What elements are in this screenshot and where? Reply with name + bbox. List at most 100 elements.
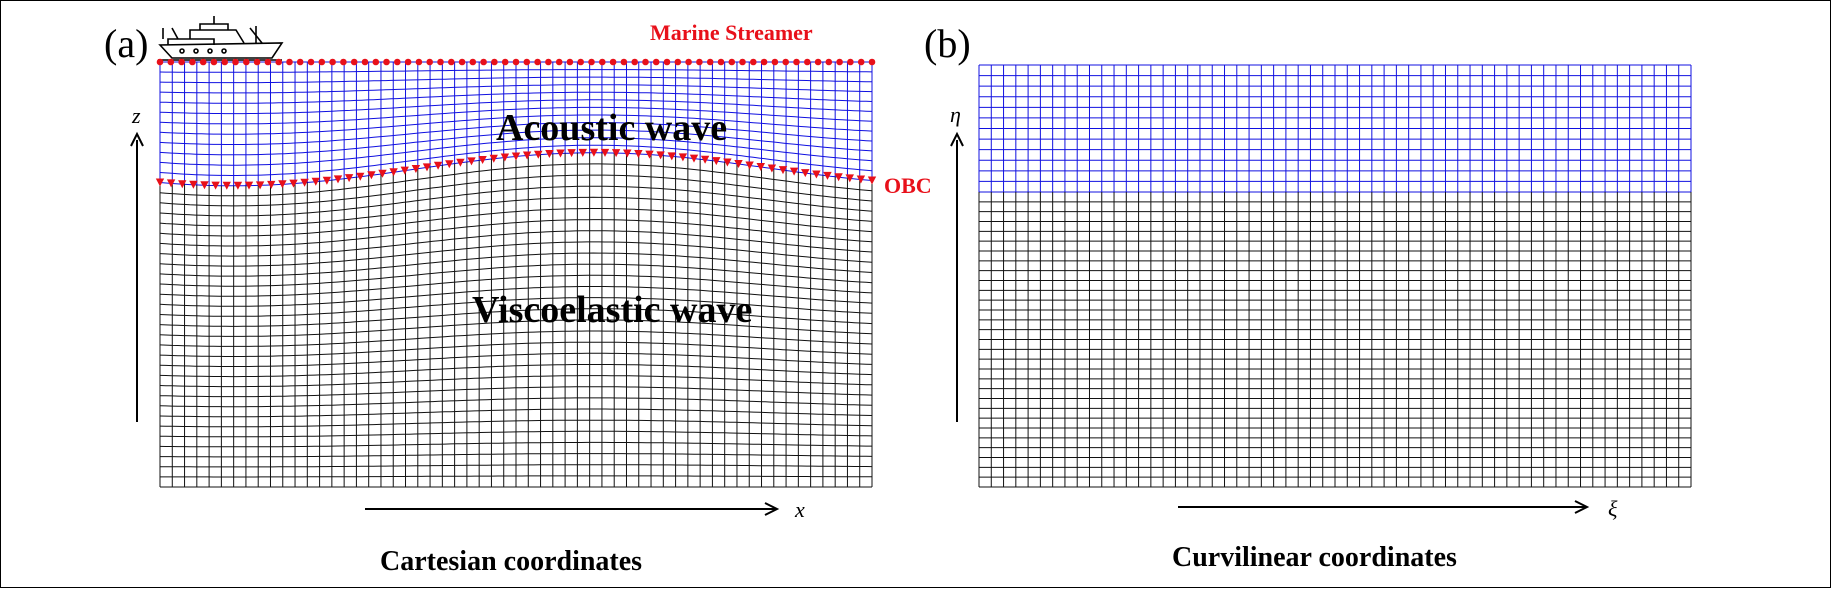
streamer-receiver-icon bbox=[286, 58, 293, 66]
streamer-receiver-icon bbox=[340, 58, 347, 66]
streamer-receiver-icon bbox=[577, 58, 584, 66]
streamer-receiver-icon bbox=[588, 58, 595, 66]
streamer-receiver-icon bbox=[685, 58, 692, 66]
obc-receiver-icon bbox=[489, 154, 498, 163]
obc-receiver-icon bbox=[445, 160, 454, 169]
streamer-receiver-icon bbox=[857, 58, 865, 66]
streamer-receiver-icon bbox=[178, 58, 185, 66]
streamer-receiver-icon bbox=[221, 58, 228, 66]
obc-receiver-icon bbox=[845, 174, 854, 183]
streamer-receiver-icon bbox=[512, 58, 520, 66]
obc-receiver-icon bbox=[333, 175, 343, 184]
streamer-receiver-icon bbox=[329, 58, 336, 66]
obc-receiver-icon bbox=[422, 163, 432, 172]
obc-receiver-icon bbox=[189, 180, 198, 189]
streamer-receiver-icon bbox=[243, 58, 250, 66]
obc-receiver-icon bbox=[734, 160, 743, 168]
obc-receiver-icon bbox=[322, 176, 332, 185]
obc-receiver-icon bbox=[534, 150, 543, 159]
obc-receiver-icon bbox=[378, 169, 387, 178]
acoustic-wave-label: Acoustic wave bbox=[496, 107, 727, 149]
panel-b-label: (b) bbox=[924, 21, 971, 66]
obc-receiver-icon bbox=[823, 171, 832, 180]
streamer-receiver-icon bbox=[264, 58, 272, 66]
streamer-receiver-icon bbox=[275, 58, 283, 66]
obc-receiver-icon bbox=[500, 153, 510, 162]
obc-receiver-icon bbox=[244, 181, 254, 190]
streamer-receiver-icon bbox=[534, 58, 541, 66]
streamer-receiver-icon bbox=[793, 58, 800, 66]
obc-receiver-icon bbox=[578, 148, 587, 157]
obc-receiver-icon bbox=[267, 180, 276, 189]
streamer-receiver-icon bbox=[501, 58, 509, 66]
streamer-receiver-icon bbox=[372, 58, 380, 66]
xi-axis-label: ξ bbox=[1608, 496, 1618, 521]
streamer-receiver-icon bbox=[782, 58, 789, 66]
streamer-receiver-icon bbox=[545, 58, 552, 66]
obc-receiver-icon bbox=[367, 171, 376, 180]
obc-receiver-icon bbox=[356, 172, 365, 181]
streamer-receiver-icon bbox=[318, 58, 326, 66]
streamer-receiver-icon bbox=[566, 58, 574, 66]
obc-receiver-icon bbox=[278, 180, 287, 189]
eta-axis-label: η bbox=[950, 102, 961, 127]
obc-receiver-icon bbox=[667, 152, 676, 161]
eta-axis-arrow bbox=[950, 131, 964, 422]
streamer-receiver-icon bbox=[189, 58, 196, 66]
obc-receiver-icon bbox=[200, 181, 209, 190]
obc-receiver-icon bbox=[178, 180, 187, 189]
obc-receiver-icon bbox=[589, 148, 599, 157]
streamer-receiver-icon bbox=[847, 58, 854, 66]
streamer-receiver-icon bbox=[620, 58, 628, 66]
obc-receiver-icon bbox=[545, 150, 554, 158]
obc-receiver-icon bbox=[467, 157, 476, 166]
panel-a-label: (a) bbox=[104, 21, 148, 66]
obc-receiver-icon bbox=[700, 155, 710, 164]
streamer-receiver-icon bbox=[426, 58, 434, 66]
marine-streamer-receivers bbox=[156, 58, 876, 66]
streamer-receiver-icon bbox=[750, 58, 757, 66]
obc-receiver-icon bbox=[778, 166, 788, 175]
cartesian-grid bbox=[159, 61, 873, 488]
obc-receiver-icon bbox=[623, 149, 632, 158]
obc-receiver-icon bbox=[611, 149, 621, 158]
ship-icon bbox=[158, 16, 284, 61]
obc-receiver-icon bbox=[834, 173, 843, 182]
streamer-receiver-icon bbox=[458, 58, 466, 66]
obc-receiver-icon bbox=[812, 170, 821, 179]
streamer-receiver-icon bbox=[696, 58, 703, 66]
obc-receiver-icon bbox=[789, 167, 799, 176]
streamer-receiver-icon bbox=[404, 58, 412, 66]
streamer-receiver-icon bbox=[415, 58, 423, 66]
marine-streamer-label: Marine Streamer bbox=[650, 20, 813, 45]
streamer-receiver-icon bbox=[728, 58, 736, 66]
obc-receiver-icon bbox=[478, 156, 487, 164]
streamer-receiver-icon bbox=[491, 58, 498, 66]
streamer-receiver-icon bbox=[652, 58, 660, 66]
obc-receiver-icon bbox=[400, 166, 409, 175]
streamer-receiver-icon bbox=[383, 58, 390, 66]
streamer-receiver-icon bbox=[296, 58, 304, 66]
x-axis-arrow bbox=[365, 502, 780, 516]
x-axis-label: x bbox=[794, 497, 805, 522]
obc-receiver-icon bbox=[634, 150, 643, 158]
streamer-receiver-icon bbox=[609, 58, 617, 66]
streamer-receiver-icon bbox=[771, 58, 779, 66]
obc-receiver-icon bbox=[678, 153, 688, 162]
streamer-receiver-icon bbox=[642, 58, 649, 66]
streamer-receiver-icon bbox=[523, 58, 531, 66]
streamer-receiver-icon bbox=[307, 58, 315, 66]
curvilinear-grid bbox=[978, 64, 1692, 488]
obc-receiver-icon bbox=[745, 161, 754, 170]
obc-receiver-icon bbox=[433, 161, 443, 170]
obc-receiver-icon bbox=[255, 181, 265, 190]
streamer-receiver-icon bbox=[448, 58, 455, 66]
streamer-receiver-icon bbox=[825, 58, 833, 66]
viscoelastic-wave-label: Viscoelastic wave bbox=[472, 289, 752, 331]
obc-receiver-icon bbox=[522, 151, 532, 160]
streamer-receiver-icon bbox=[210, 58, 218, 66]
streamer-receiver-icon bbox=[253, 58, 261, 66]
obc-receiver-icon bbox=[645, 150, 654, 159]
panel-b-title: Curvilinear coordinates bbox=[1172, 542, 1457, 573]
